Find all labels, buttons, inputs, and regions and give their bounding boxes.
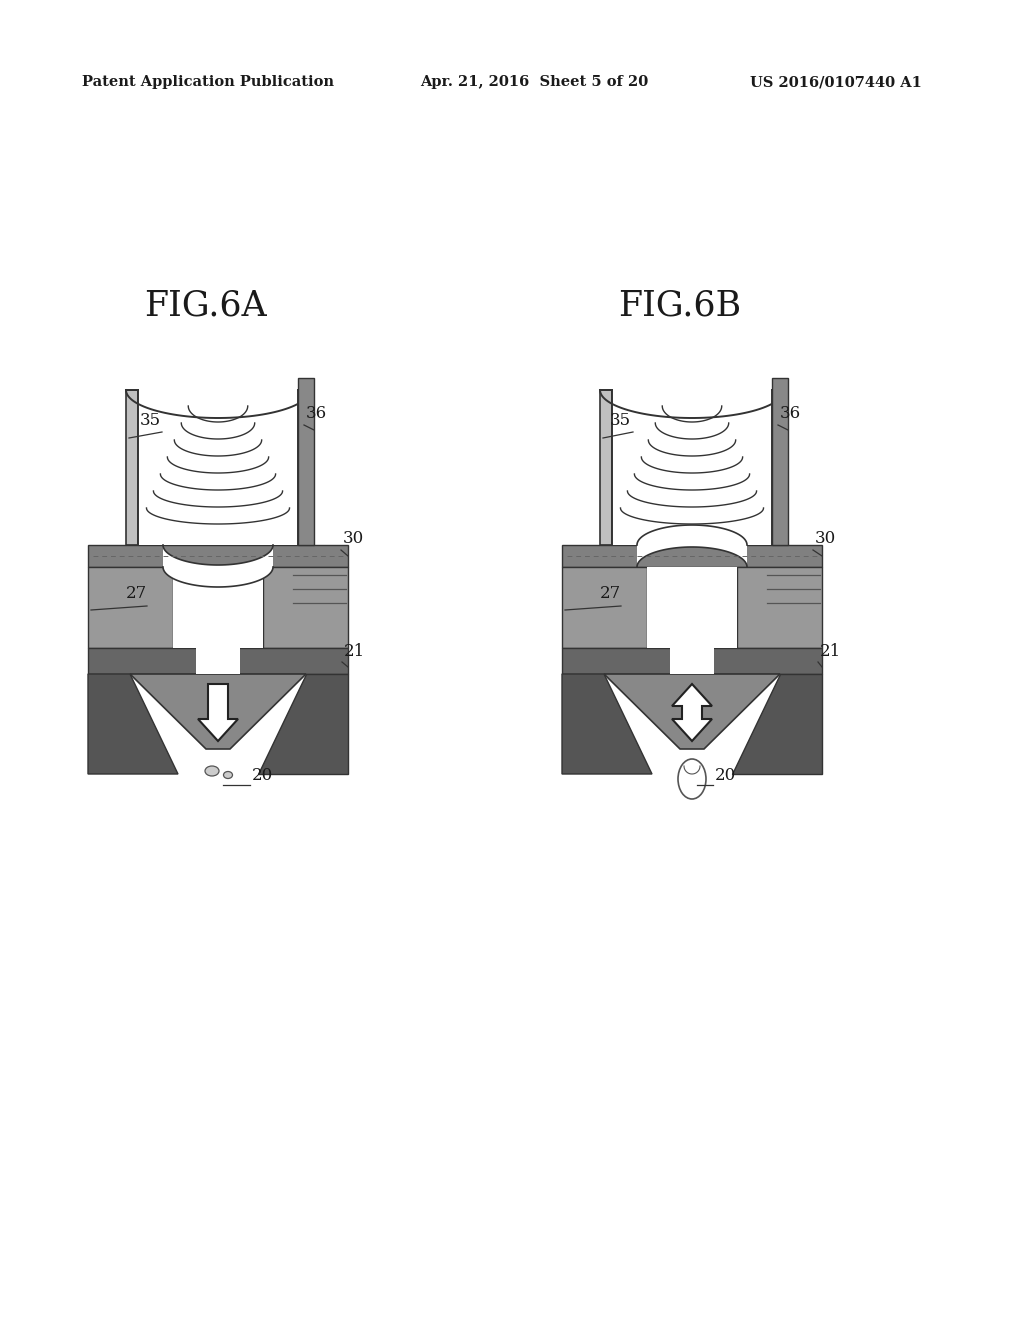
Polygon shape bbox=[126, 389, 138, 545]
Text: 20: 20 bbox=[715, 767, 736, 784]
Polygon shape bbox=[88, 545, 348, 568]
Polygon shape bbox=[672, 684, 712, 741]
Text: US 2016/0107440 A1: US 2016/0107440 A1 bbox=[750, 75, 922, 88]
Polygon shape bbox=[173, 568, 263, 648]
Polygon shape bbox=[600, 389, 612, 545]
Ellipse shape bbox=[678, 759, 706, 799]
Text: 36: 36 bbox=[780, 405, 801, 422]
Polygon shape bbox=[130, 675, 306, 748]
Polygon shape bbox=[263, 568, 348, 648]
Polygon shape bbox=[298, 378, 314, 545]
Polygon shape bbox=[562, 675, 652, 774]
Polygon shape bbox=[562, 545, 822, 568]
Polygon shape bbox=[637, 525, 746, 568]
Polygon shape bbox=[670, 648, 714, 675]
Text: 27: 27 bbox=[600, 585, 622, 602]
Polygon shape bbox=[138, 389, 298, 545]
Text: 35: 35 bbox=[610, 412, 631, 429]
Polygon shape bbox=[88, 648, 348, 675]
Text: 21: 21 bbox=[344, 643, 366, 660]
Polygon shape bbox=[298, 389, 310, 545]
Ellipse shape bbox=[223, 771, 232, 779]
Text: Patent Application Publication: Patent Application Publication bbox=[82, 75, 334, 88]
Text: 30: 30 bbox=[343, 531, 365, 546]
Text: 27: 27 bbox=[126, 585, 147, 602]
Text: Apr. 21, 2016  Sheet 5 of 20: Apr. 21, 2016 Sheet 5 of 20 bbox=[420, 75, 648, 88]
Text: FIG.6A: FIG.6A bbox=[143, 288, 266, 322]
Polygon shape bbox=[612, 389, 772, 545]
Polygon shape bbox=[562, 568, 647, 648]
Polygon shape bbox=[772, 389, 784, 545]
Polygon shape bbox=[732, 675, 822, 774]
Text: 21: 21 bbox=[820, 643, 842, 660]
Polygon shape bbox=[88, 675, 178, 774]
Ellipse shape bbox=[205, 766, 219, 776]
Polygon shape bbox=[772, 378, 788, 545]
Text: 35: 35 bbox=[140, 412, 161, 429]
Polygon shape bbox=[88, 568, 173, 648]
Text: FIG.6B: FIG.6B bbox=[618, 288, 741, 322]
Polygon shape bbox=[198, 684, 238, 741]
Polygon shape bbox=[562, 648, 822, 675]
Polygon shape bbox=[647, 568, 737, 648]
Polygon shape bbox=[196, 648, 240, 675]
Text: 36: 36 bbox=[306, 405, 327, 422]
Polygon shape bbox=[258, 675, 348, 774]
Polygon shape bbox=[163, 545, 273, 587]
Text: 30: 30 bbox=[815, 531, 837, 546]
Polygon shape bbox=[737, 568, 822, 648]
Polygon shape bbox=[604, 675, 780, 748]
Text: 20: 20 bbox=[252, 767, 273, 784]
